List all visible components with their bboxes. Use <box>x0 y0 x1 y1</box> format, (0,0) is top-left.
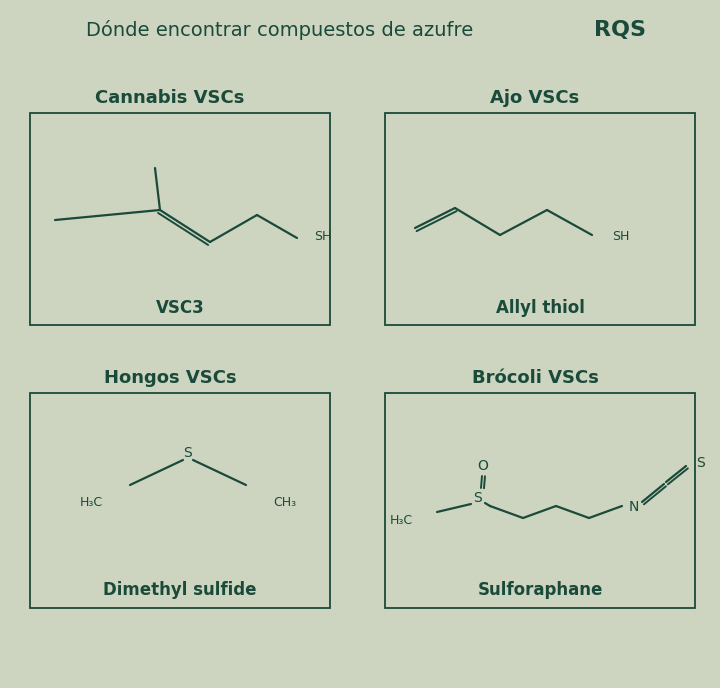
Text: SH: SH <box>314 230 331 242</box>
Bar <box>385 113 695 325</box>
Text: VSC3: VSC3 <box>156 299 204 317</box>
Text: H₃C: H₃C <box>80 497 103 510</box>
Text: Ajo VSCs: Ajo VSCs <box>490 89 580 107</box>
Text: O: O <box>477 459 488 473</box>
Text: Hongos VSCs: Hongos VSCs <box>104 369 236 387</box>
Bar <box>385 393 695 608</box>
Text: RQS: RQS <box>594 20 646 40</box>
Text: Sulforaphane: Sulforaphane <box>477 581 603 599</box>
Bar <box>30 113 330 325</box>
Text: Dimethyl sulfide: Dimethyl sulfide <box>103 581 257 599</box>
Text: Allyl thiol: Allyl thiol <box>495 299 585 317</box>
Text: CH₃: CH₃ <box>273 497 296 510</box>
Text: S: S <box>696 456 705 470</box>
Text: Brócoli VSCs: Brócoli VSCs <box>472 369 598 387</box>
Bar <box>30 393 330 608</box>
Text: S: S <box>184 446 192 460</box>
Text: S: S <box>474 491 482 505</box>
Text: SH: SH <box>612 230 629 244</box>
Text: N: N <box>629 500 639 514</box>
Text: Cannabis VSCs: Cannabis VSCs <box>95 89 245 107</box>
Text: Dónde encontrar compuestos de azufre: Dónde encontrar compuestos de azufre <box>86 20 474 40</box>
Text: H₃C: H₃C <box>390 515 413 528</box>
